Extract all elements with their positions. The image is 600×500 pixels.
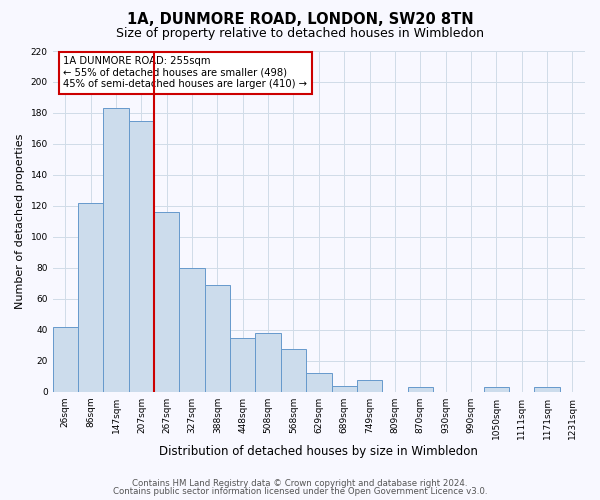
Text: 1A, DUNMORE ROAD, LONDON, SW20 8TN: 1A, DUNMORE ROAD, LONDON, SW20 8TN [127,12,473,28]
Text: Size of property relative to detached houses in Wimbledon: Size of property relative to detached ho… [116,28,484,40]
Text: 1A DUNMORE ROAD: 255sqm
← 55% of detached houses are smaller (498)
45% of semi-d: 1A DUNMORE ROAD: 255sqm ← 55% of detache… [64,56,307,90]
Bar [535,388,560,392]
Bar [103,108,129,392]
Bar [281,348,306,392]
Bar [256,333,281,392]
X-axis label: Distribution of detached houses by size in Wimbledon: Distribution of detached houses by size … [160,444,478,458]
Y-axis label: Number of detached properties: Number of detached properties [15,134,25,309]
Bar [332,386,357,392]
Text: Contains public sector information licensed under the Open Government Licence v3: Contains public sector information licen… [113,487,487,496]
Bar [205,285,230,392]
Bar [129,120,154,392]
Text: Contains HM Land Registry data © Crown copyright and database right 2024.: Contains HM Land Registry data © Crown c… [132,478,468,488]
Bar [154,212,179,392]
Bar [179,268,205,392]
Bar [407,388,433,392]
Bar [230,338,256,392]
Bar [306,374,332,392]
Bar [484,388,509,392]
Bar [53,327,78,392]
Bar [357,380,382,392]
Bar [78,203,103,392]
